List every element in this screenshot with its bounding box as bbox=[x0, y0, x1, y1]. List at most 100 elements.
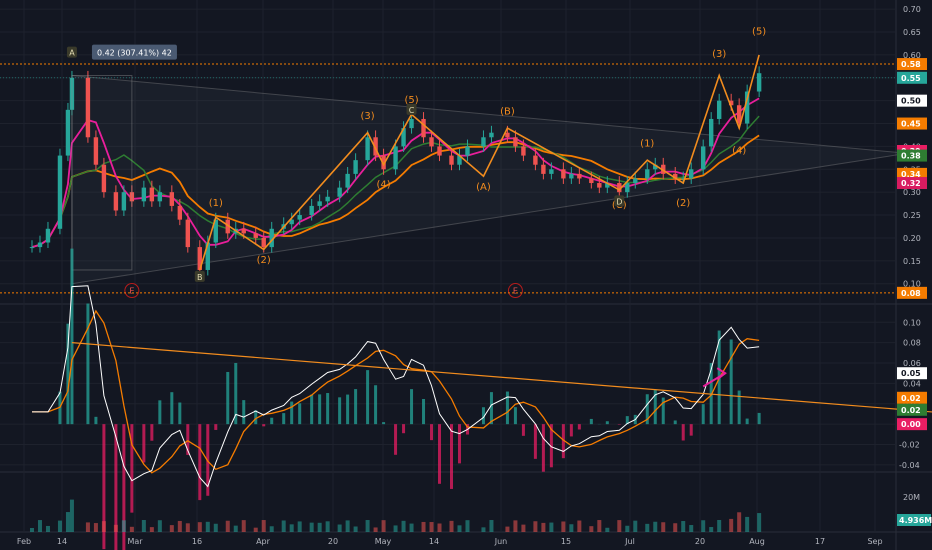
volume-bar bbox=[365, 520, 370, 532]
candle-body bbox=[625, 183, 630, 193]
wave-label: (2) bbox=[676, 198, 690, 209]
price-axis-badge bbox=[897, 177, 927, 190]
volume-bar bbox=[85, 522, 90, 532]
candle-body bbox=[253, 233, 258, 238]
volume-bar bbox=[269, 526, 274, 532]
histogram-bar bbox=[326, 393, 330, 425]
volume-bar bbox=[101, 521, 106, 532]
price-axis-badge-label: 0.38 bbox=[901, 152, 921, 161]
histogram-bar bbox=[130, 424, 134, 513]
candle-body bbox=[381, 155, 386, 170]
volume-bar bbox=[393, 525, 398, 532]
point-badge bbox=[194, 270, 205, 282]
volume-bar bbox=[561, 521, 566, 532]
volume-axis-badge bbox=[897, 514, 931, 526]
macd-axis-badge-label: 0.02 bbox=[901, 406, 921, 415]
candle-body bbox=[521, 146, 526, 156]
histogram-bar bbox=[757, 412, 761, 425]
volume-bar bbox=[597, 520, 602, 532]
volume-bar bbox=[345, 520, 350, 532]
volume-bar bbox=[745, 516, 750, 532]
volume-bar bbox=[381, 520, 386, 532]
candle-body bbox=[716, 100, 722, 119]
candle-body bbox=[269, 228, 274, 248]
candle-body bbox=[57, 155, 63, 229]
histogram-bar bbox=[170, 392, 174, 425]
histogram-bar bbox=[569, 424, 573, 437]
volume-bar bbox=[717, 520, 722, 532]
volume-bar bbox=[681, 521, 686, 532]
wave-label: (5) bbox=[752, 26, 766, 37]
candle-body bbox=[309, 205, 314, 216]
histogram-bar bbox=[310, 394, 314, 425]
histogram-bar bbox=[94, 416, 98, 425]
wave-label: (2) bbox=[257, 255, 271, 266]
candle-body bbox=[297, 215, 302, 220]
candle-body bbox=[101, 164, 107, 193]
price-axis-badge bbox=[897, 58, 927, 71]
candle-body bbox=[421, 118, 426, 138]
point-badge bbox=[406, 103, 417, 115]
histogram-bar bbox=[617, 424, 621, 425]
candle-body bbox=[205, 242, 210, 270]
price-axis-badge-label: 0.32 bbox=[901, 179, 921, 188]
histogram-bar bbox=[589, 418, 593, 425]
price-tick-label: 0.10 bbox=[903, 280, 921, 289]
candle-body bbox=[437, 146, 442, 156]
candle-body bbox=[489, 132, 494, 138]
price-axis-badge bbox=[897, 71, 927, 84]
candle-body bbox=[185, 219, 191, 248]
wave-label: (4) bbox=[732, 145, 746, 156]
time-tick-label: Sep bbox=[867, 537, 882, 546]
candle-body bbox=[197, 247, 202, 270]
price-axis-badge bbox=[897, 94, 927, 107]
macd-tick-label: 0.04 bbox=[903, 379, 921, 388]
volume-bar bbox=[689, 525, 694, 532]
elliott-wave-path bbox=[199, 54, 760, 271]
volume-bar bbox=[401, 520, 406, 532]
candle-body bbox=[337, 187, 342, 197]
candle-body bbox=[225, 219, 230, 234]
macd-trendline bbox=[71, 342, 932, 413]
volume-bar bbox=[533, 521, 538, 532]
macd-axis-badge bbox=[897, 418, 927, 431]
volume-bar bbox=[617, 520, 622, 532]
time-tick-label: Feb bbox=[17, 537, 31, 546]
candle-body bbox=[481, 137, 486, 147]
volume-bar bbox=[213, 523, 218, 532]
candle-body bbox=[65, 109, 71, 156]
macd-axis-badge bbox=[897, 403, 927, 416]
candles bbox=[29, 66, 762, 276]
volume-bar bbox=[421, 521, 426, 532]
volume-bar bbox=[373, 527, 378, 532]
histogram-bar bbox=[142, 424, 146, 463]
price-tick-label: 0.25 bbox=[903, 211, 921, 220]
volume-bar bbox=[69, 499, 74, 532]
candle-body bbox=[449, 155, 454, 165]
candle-body bbox=[513, 137, 518, 147]
histogram-bar bbox=[689, 424, 693, 436]
candle-body bbox=[45, 228, 51, 243]
histogram-bar bbox=[234, 362, 238, 425]
histogram-bar bbox=[70, 248, 74, 425]
histogram-bar bbox=[86, 303, 90, 425]
wave-label: (4) bbox=[376, 180, 390, 191]
volume-bar bbox=[757, 513, 762, 532]
volume-bar bbox=[197, 522, 202, 532]
time-tick-label: 16 bbox=[192, 537, 202, 546]
volume-bar bbox=[701, 520, 706, 532]
histogram-bar bbox=[681, 424, 685, 441]
measure-label: 0.42 (307.41%) 42 bbox=[97, 49, 172, 58]
candle-body bbox=[401, 128, 406, 147]
volume-bar bbox=[325, 521, 330, 532]
histogram-bar bbox=[673, 420, 677, 425]
histogram-bar bbox=[178, 402, 182, 425]
event-marker bbox=[124, 283, 140, 299]
wave-label: (1) bbox=[209, 198, 223, 209]
volume-bar bbox=[205, 521, 210, 532]
time-tick-label: Apr bbox=[256, 537, 271, 546]
histogram-bar bbox=[242, 400, 246, 425]
